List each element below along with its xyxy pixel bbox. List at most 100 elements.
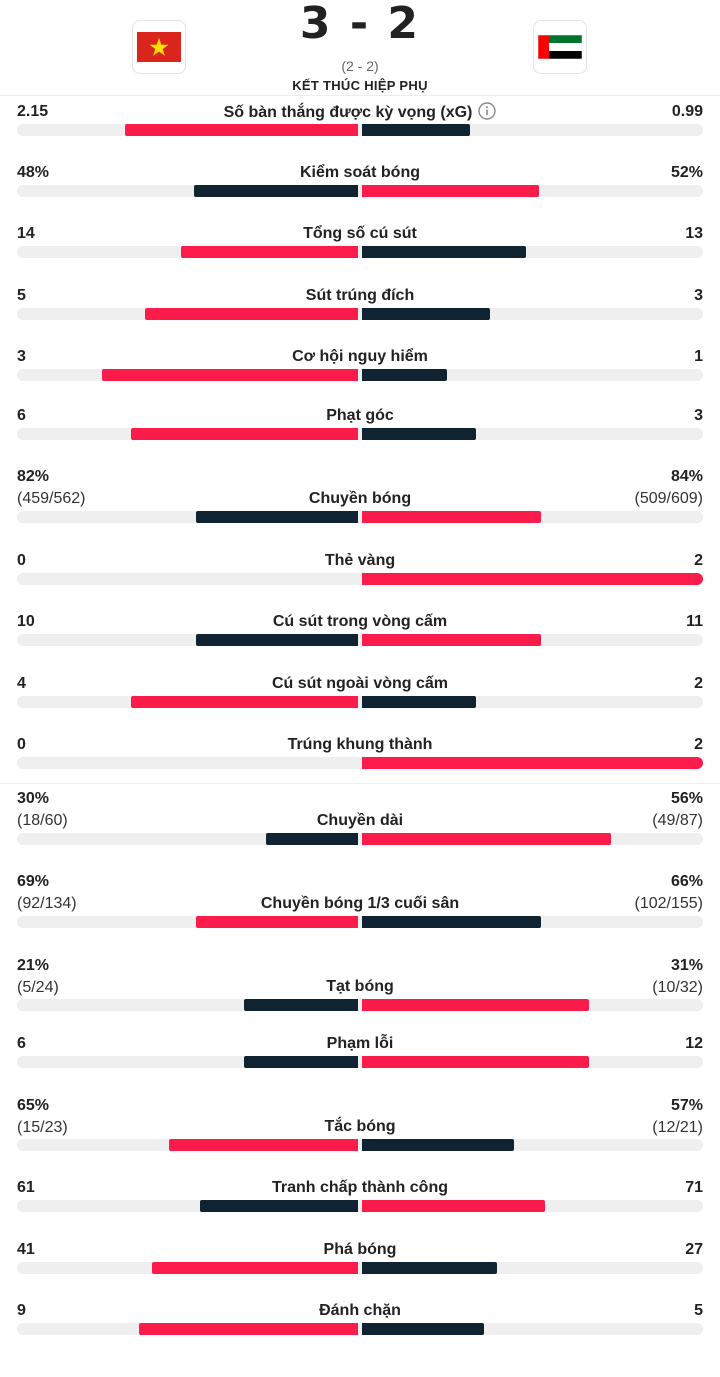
stat-label-text: Tổng số cú sút <box>303 225 417 242</box>
stat-label-text: Chuyền bóng 1/3 cuối sân <box>260 895 460 912</box>
home-stat-bar <box>102 369 358 381</box>
stat-label-text: Chuyền bóng <box>308 490 412 507</box>
stat-bar-track <box>17 916 703 928</box>
away-stat-value: 3 <box>694 287 703 304</box>
stat-label-text: Tắc bóng <box>324 1118 396 1135</box>
away-stat-value: 27 <box>685 1241 703 1258</box>
away-stat-value: 5 <box>694 1302 703 1319</box>
stat-bar-track <box>17 124 703 136</box>
stat-label: Tạt bóng <box>0 977 720 997</box>
home-stat-bar <box>196 511 358 523</box>
stat-label-text: Tạt bóng <box>326 978 394 995</box>
home-stat-bar <box>145 308 358 320</box>
stat-bar-track <box>17 999 703 1011</box>
stat-bar-track <box>17 573 703 585</box>
stat-label: Chuyền dài <box>0 811 720 831</box>
stat-label-text: Phạt góc <box>326 407 394 424</box>
away-stat-value: 2 <box>694 552 703 569</box>
away-stat-value: 57% <box>670 1097 703 1114</box>
stat-bar-track <box>17 246 703 258</box>
away-stat-bar <box>362 185 539 197</box>
stat-label-text: Số bàn thắng được kỳ vọng (xG) <box>223 104 473 121</box>
stat-label-text: Sút trúng đích <box>305 287 415 304</box>
stat-bar-track <box>17 833 703 845</box>
stat-label: Phạm lỗi <box>0 1034 720 1054</box>
away-stat-value: 1 <box>694 348 703 365</box>
stat-bar-track <box>17 1262 703 1274</box>
away-stat-bar <box>362 124 470 136</box>
stat-label: Tắc bóng <box>0 1117 720 1137</box>
home-stat-bar <box>169 1139 358 1151</box>
stat-bar-track <box>17 185 703 197</box>
home-stat-value: 10 <box>17 613 35 630</box>
stat-label: Thẻ vàng <box>0 551 720 571</box>
regulation-score: (2 - 2) <box>341 58 379 74</box>
stat-label-text: Trúng khung thành <box>287 736 433 753</box>
away-stat-detail: (509/609) <box>634 490 704 507</box>
home-stat-value: 48% <box>17 164 50 181</box>
home-stat-value: 4 <box>17 675 26 692</box>
stat-label-text: Chuyền dài <box>316 812 404 829</box>
stat-bar-track <box>17 428 703 440</box>
away-stat-bar <box>362 833 611 845</box>
home-stat-bar <box>194 185 358 197</box>
away-stat-bar <box>362 1056 589 1068</box>
away-stat-bar <box>362 428 476 440</box>
away-stat-value: 71 <box>685 1179 703 1196</box>
home-stat-bar <box>196 916 358 928</box>
stat-label-text: Cú sút ngoài vòng cấm <box>271 675 448 692</box>
home-stat-value: 6 <box>17 407 26 424</box>
away-stat-bar <box>362 573 703 585</box>
away-stat-bar <box>362 696 476 708</box>
home-stat-value: 65% <box>17 1097 50 1114</box>
stat-label: Trúng khung thành <box>0 735 720 755</box>
home-stat-value: 82% <box>17 468 50 485</box>
away-stat-value: 56% <box>670 790 703 807</box>
stat-bar-track <box>17 757 703 769</box>
stat-bar-track <box>17 1139 703 1151</box>
info-icon[interactable] <box>478 102 497 126</box>
away-stat-bar <box>362 757 703 769</box>
away-stat-value: 0.99 <box>671 103 703 120</box>
away-stat-detail: (49/87) <box>652 812 703 829</box>
home-stat-value: 41 <box>17 1241 35 1258</box>
home-stat-detail: (18/60) <box>17 812 68 829</box>
home-team-flag[interactable] <box>132 20 186 74</box>
home-stat-value: 21% <box>17 957 50 974</box>
stat-bar-track <box>17 1200 703 1212</box>
home-stat-bar <box>244 999 358 1011</box>
stat-label: Cú sút ngoài vòng cấm <box>0 674 720 694</box>
away-stat-bar <box>362 1262 497 1274</box>
stat-label-text: Phá bóng <box>323 1241 397 1258</box>
stat-label-text: Cú sút trong vòng cấm <box>272 613 448 630</box>
home-stat-bar <box>152 1262 358 1274</box>
home-stat-value: 0 <box>17 552 26 569</box>
away-stat-bar <box>362 1200 545 1212</box>
away-stat-value: 3 <box>694 407 703 424</box>
stat-label: Tranh chấp thành công <box>0 1178 720 1198</box>
match-status: KẾT THÚC HIỆP PHỤ <box>292 78 428 93</box>
home-stat-value: 2.15 <box>17 103 49 120</box>
home-stat-value: 9 <box>17 1302 26 1319</box>
away-stat-bar <box>362 511 541 523</box>
stat-label-text: Kiểm soát bóng <box>299 164 420 181</box>
stat-label: Cú sút trong vòng cấm <box>0 612 720 632</box>
stat-bar-track <box>17 511 703 523</box>
away-stat-bar <box>362 916 541 928</box>
home-stat-value: 61 <box>17 1179 35 1196</box>
home-stat-value: 0 <box>17 736 26 753</box>
away-stat-detail: (102/155) <box>634 895 704 912</box>
stat-label: Số bàn thắng được kỳ vọng (xG) <box>0 102 720 126</box>
home-stat-detail: (15/23) <box>17 1119 68 1136</box>
away-stat-value: 52% <box>670 164 703 181</box>
home-stat-detail: (92/134) <box>17 895 77 912</box>
stat-label: Sút trúng đích <box>0 286 720 306</box>
away-stat-value: 31% <box>670 957 703 974</box>
stat-label: Cơ hội nguy hiểm <box>0 347 720 367</box>
stat-bar-track <box>17 696 703 708</box>
away-stat-detail: (10/32) <box>652 979 703 996</box>
stat-label-text: Thẻ vàng <box>324 552 396 569</box>
away-stat-value: 2 <box>694 675 703 692</box>
away-team-flag[interactable] <box>533 20 587 74</box>
uae-flag-icon <box>538 35 582 59</box>
